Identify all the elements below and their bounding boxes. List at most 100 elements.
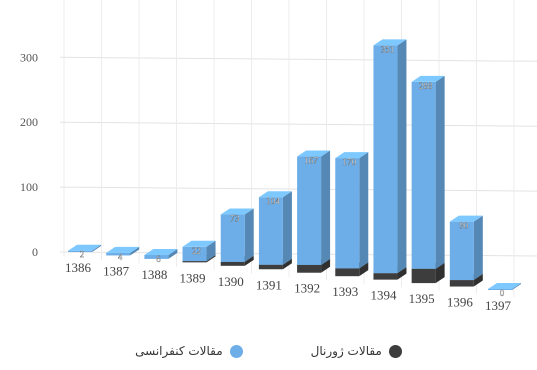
- y-axis-ticks: 0100200300400: [20, 50, 38, 259]
- bar-conference-side: [435, 75, 445, 269]
- bar-journal-front: [449, 280, 474, 287]
- legend-item-conference[interactable]: مقالات کنفرانسی: [135, 344, 243, 358]
- bar-conference: [144, 249, 178, 259]
- bar-journal-front: [297, 264, 322, 273]
- bar-conference: [335, 152, 369, 269]
- bar-journal-front: [220, 261, 245, 266]
- bar-journal-front: [373, 273, 398, 280]
- legend-swatch-journal: [388, 344, 402, 358]
- x-tick-label: 1388: [141, 267, 167, 282]
- bar-conference-top: [449, 215, 483, 222]
- bar-conference-side: [473, 215, 483, 281]
- bar-journal-side: [321, 258, 331, 273]
- data-label: 170: [343, 157, 357, 167]
- data-label: 2: [80, 250, 85, 260]
- bar-conference-front: [335, 158, 360, 269]
- bar-conference-front: [220, 214, 245, 262]
- bar-journal-side: [359, 262, 369, 277]
- x-axis-ticks: 1386 1387 1388 1389 1390 1391 1392 1393 1394 1395…: [65, 260, 512, 313]
- bar-conference-top: [106, 246, 140, 253]
- bar-conference-front: [411, 81, 436, 269]
- x-tick-label: 1392: [294, 281, 320, 296]
- bar-conference-side: [168, 249, 178, 259]
- bar-conference-top: [488, 283, 521, 289]
- bar-conference-top: [373, 39, 407, 46]
- bar-conference: [449, 215, 483, 281]
- data-label: 351: [381, 44, 395, 54]
- legend-swatch-conference: [229, 344, 243, 358]
- data-label: 167: [304, 156, 318, 166]
- bar-journal-front: [258, 264, 283, 270]
- bar-conference-side: [359, 152, 369, 269]
- bar-conference-side: [130, 246, 140, 256]
- legend-label-conference: مقالات کنفرانسی: [135, 344, 223, 358]
- bar-conference-front: [68, 250, 92, 252]
- bar-journal-side: [397, 267, 407, 280]
- bar-conference: [488, 283, 521, 290]
- bar-conference: [297, 150, 331, 265]
- bar-conference: [220, 208, 254, 262]
- bar-conference-top: [68, 244, 101, 251]
- data-label: 90: [459, 221, 469, 231]
- x-tick-label: 1389: [180, 270, 206, 285]
- bar-conference-front: [449, 221, 474, 281]
- bar-conference-front: [488, 289, 512, 290]
- bar-journal-side: [206, 255, 216, 263]
- bar-journal-front: [182, 261, 207, 263]
- bar-conference-front: [106, 252, 131, 256]
- bar-conference-side: [397, 39, 407, 274]
- x-tick-label: 1394: [370, 288, 397, 303]
- chart-legend: مقالات کنفرانسی مقالات ژورنال: [0, 344, 537, 358]
- data-label: 0: [500, 288, 505, 298]
- data-label: 4: [118, 252, 123, 262]
- x-tick-label: 1396: [447, 295, 474, 310]
- bar-journal-side: [473, 274, 483, 287]
- bar-journal-side: [435, 262, 445, 284]
- legend-label-journal: مقالات ژورنال: [310, 344, 382, 358]
- y-tick-label: 200: [20, 115, 38, 129]
- legend-item-journal[interactable]: مقالات ژورنال: [311, 344, 402, 358]
- x-tick-label: 1393: [332, 284, 358, 299]
- bar-conference-top: [411, 75, 445, 82]
- bar-journal-front: [335, 268, 360, 277]
- bar-conference-front: [182, 246, 207, 262]
- y-tick-label: 0: [32, 245, 38, 259]
- bar-conference-front: [144, 255, 169, 259]
- data-label: 6: [156, 254, 161, 264]
- bar-journal-side: [244, 255, 254, 266]
- bar-conference: [182, 240, 216, 262]
- bar-conference-side: [512, 283, 521, 290]
- bar-conference-top: [335, 152, 369, 159]
- bar-conference: [411, 75, 445, 269]
- bar-conference-top: [220, 208, 254, 215]
- x-tick-label: 1390: [218, 274, 244, 289]
- bar-chart: 0100200300400 2462273104167170351288900 …: [20, 0, 537, 313]
- bar-conference: [68, 244, 101, 252]
- bar-journal-side: [282, 258, 292, 270]
- gridline-h: [59, 56, 537, 62]
- bar-conference-top: [258, 191, 292, 198]
- bar-conference-front: [258, 197, 283, 265]
- bar-conference-side: [282, 191, 292, 265]
- gridline-h: [59, 121, 537, 127]
- bar-conference-top: [182, 240, 216, 247]
- bar-conference-top: [297, 150, 331, 157]
- bar-conference-side: [92, 244, 101, 252]
- chart-bars: 2 4 6 22 73 104 167 170 351 288 90 0: [68, 39, 521, 298]
- bar-conference-side: [321, 150, 331, 265]
- bar-conference: [258, 191, 292, 265]
- x-tick-label: 1395: [409, 291, 435, 306]
- data-label: 73: [230, 214, 240, 224]
- bar-conference-front: [373, 45, 398, 274]
- data-label: 22: [192, 246, 201, 256]
- x-tick-label: 1391: [256, 277, 282, 292]
- bar-conference: [106, 246, 140, 256]
- y-tick-label: 100: [20, 180, 38, 194]
- bar-conference: [373, 39, 407, 274]
- bar-conference-side: [206, 240, 216, 262]
- x-tick-label: 1387: [103, 263, 130, 278]
- bar-journal-front: [411, 268, 436, 284]
- data-label: 288: [419, 81, 433, 91]
- x-tick-label: 1386: [65, 260, 92, 275]
